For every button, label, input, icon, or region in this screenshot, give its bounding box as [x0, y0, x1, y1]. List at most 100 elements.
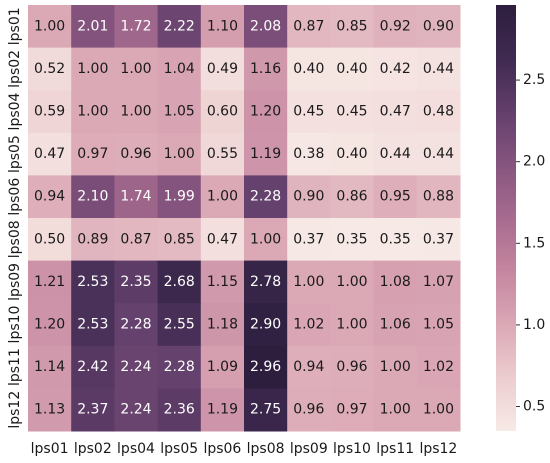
cell-value-label: 1.00	[120, 61, 151, 77]
cell-value-label: 2.37	[77, 402, 108, 418]
heatmap-cell	[200, 47, 245, 91]
x-tick-label: lps10	[333, 441, 371, 457]
cell-value-label: 1.09	[207, 359, 238, 375]
cell-value-label: 0.85	[336, 18, 367, 34]
heatmap-cell	[287, 345, 331, 389]
cell-value-label: 2.28	[250, 189, 281, 205]
cell-value-label: 2.24	[120, 402, 151, 418]
heatmap-cell	[373, 90, 418, 134]
heatmap-cell	[71, 388, 115, 432]
cell-value-label: 2.75	[250, 402, 281, 418]
heatmap-cell	[287, 175, 331, 219]
heatmap-cell	[287, 90, 331, 134]
cell-value-label: 1.19	[250, 146, 281, 162]
heatmap-cell	[71, 5, 115, 49]
heatmap-cell	[200, 388, 245, 432]
heatmap-cell	[114, 218, 159, 262]
heatmap-cell	[157, 47, 202, 91]
heatmap-cell	[373, 345, 418, 389]
cell-value-label: 1.18	[207, 317, 238, 333]
colorbar-gradient	[496, 5, 516, 431]
cell-value-label: 1.20	[250, 104, 281, 120]
cell-value-label: 1.08	[380, 274, 411, 290]
cell-value-label: 1.10	[207, 18, 238, 34]
heatmap-cell	[28, 132, 72, 176]
heatmap-cell	[287, 303, 331, 347]
heatmap-cell	[244, 260, 288, 304]
heatmap-cell	[330, 303, 375, 347]
heatmap-cell	[373, 5, 418, 49]
colorbar-tick-label: 0.5	[523, 399, 545, 415]
heatmap-cell	[416, 345, 461, 389]
heatmap-cell	[28, 175, 72, 219]
heatmap-cell	[416, 90, 461, 134]
heatmap-cell	[244, 5, 288, 49]
heatmap-cell	[28, 90, 72, 134]
heatmap-cell	[157, 303, 202, 347]
y-tick-label: lps01	[7, 7, 23, 45]
y-tick-label: lps05	[7, 135, 23, 173]
cell-value-label: 0.90	[293, 189, 324, 205]
cell-value-label: 0.40	[336, 146, 367, 162]
cell-value-label: 1.14	[34, 359, 65, 375]
heatmap-cell	[416, 132, 461, 176]
x-tick-label: lps05	[160, 441, 198, 457]
heatmap-cell	[28, 260, 72, 304]
heatmap-cell	[71, 218, 115, 262]
y-tick-label: lps09	[7, 263, 23, 301]
heatmap-cell	[28, 303, 72, 347]
heatmap-cell	[330, 132, 375, 176]
y-tick-label: lps04	[7, 92, 23, 130]
cell-value-label: 1.00	[120, 104, 151, 120]
cell-value-label: 2.01	[77, 18, 108, 34]
heatmap-cell	[200, 132, 245, 176]
cell-value-label: 0.94	[34, 189, 65, 205]
cell-value-label: 0.44	[423, 61, 454, 77]
cell-value-label: 1.00	[164, 146, 195, 162]
colorbar-tick-label: 1.0	[523, 317, 545, 333]
heatmap-cell	[373, 303, 418, 347]
heatmap-cell	[114, 47, 159, 91]
cell-value-label: 0.45	[336, 104, 367, 120]
heatmap-cell	[28, 5, 72, 49]
cell-value-label: 0.96	[293, 402, 324, 418]
heatmap-cell	[114, 90, 159, 134]
cell-value-label: 0.38	[293, 146, 324, 162]
cell-value-label: 0.60	[207, 104, 238, 120]
cell-value-label: 1.00	[207, 189, 238, 205]
cell-value-label: 2.55	[164, 317, 195, 333]
heatmap-cell	[157, 388, 202, 432]
heatmap-cell	[157, 90, 202, 134]
heatmap-cell	[416, 5, 461, 49]
cell-value-label: 0.50	[34, 231, 65, 247]
heatmap-cell	[114, 345, 159, 389]
heatmap-cell	[416, 218, 461, 262]
x-tick-label: lps11	[376, 441, 414, 457]
heatmap-cell	[157, 260, 202, 304]
cell-value-label: 0.47	[207, 231, 238, 247]
heatmap-cell	[244, 218, 288, 262]
heatmap-cell	[244, 303, 288, 347]
heatmap-cell	[416, 388, 461, 432]
colorbar: 0.5 1.0 1.5 2.0 2.5	[496, 5, 545, 431]
heatmap-cell	[330, 47, 375, 91]
heatmap-cell	[330, 260, 375, 304]
cell-value-label: 0.96	[336, 359, 367, 375]
cell-value-label: 0.42	[380, 61, 411, 77]
cell-value-label: 2.96	[250, 359, 281, 375]
cell-value-label: 1.00	[380, 402, 411, 418]
heatmap-cell	[28, 345, 72, 389]
cell-value-label: 2.68	[164, 274, 195, 290]
heatmap-cell	[244, 47, 288, 91]
heatmap-cell	[71, 303, 115, 347]
cell-value-label: 0.49	[207, 61, 238, 77]
cell-value-label: 2.35	[120, 274, 151, 290]
colorbar-tick-label: 2.5	[523, 72, 545, 88]
heatmap-cells: 1.00 2.01 1.72 2.22 1.10 2.08 0.87 0.85 0.92 0.90…	[28, 5, 461, 432]
cell-value-label: 2.53	[77, 317, 108, 333]
heatmap-cell	[71, 345, 115, 389]
y-axis-tick-labels: lps01 lps02 lps04 lps05 lps06 lps08 lps09 lps10…	[7, 7, 23, 428]
cell-value-label: 1.00	[423, 402, 454, 418]
x-tick-label: lps12	[419, 441, 457, 457]
heatmap-cell	[244, 132, 288, 176]
